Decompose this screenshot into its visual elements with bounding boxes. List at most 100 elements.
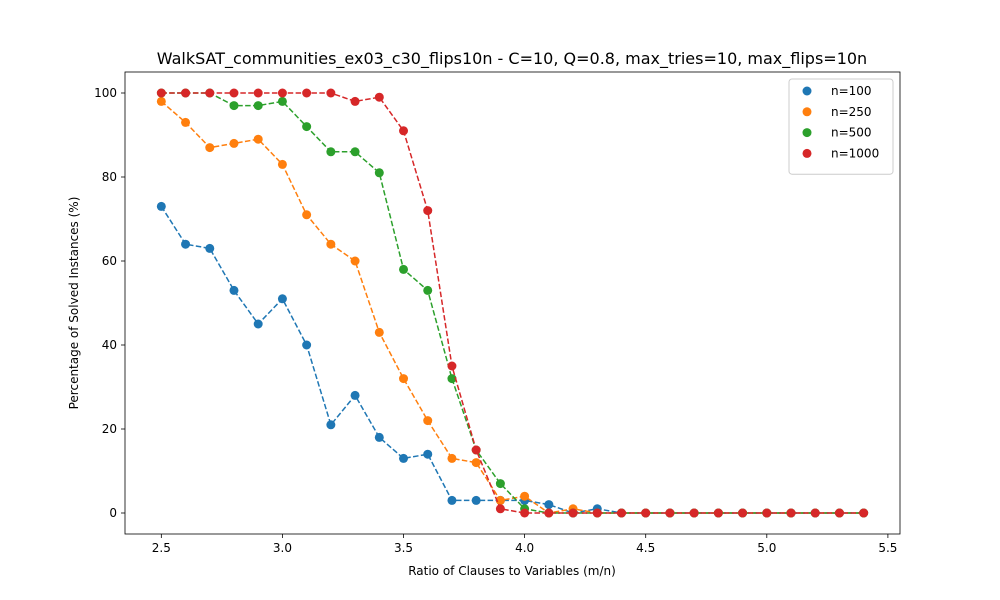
data-point bbox=[616, 508, 626, 518]
data-point bbox=[181, 117, 191, 127]
y-tick-label: 0 bbox=[109, 506, 117, 520]
data-point bbox=[665, 508, 675, 518]
data-point bbox=[423, 285, 433, 295]
data-point bbox=[762, 508, 772, 518]
series-line bbox=[161, 92, 864, 514]
data-point bbox=[302, 340, 312, 350]
data-point bbox=[326, 88, 336, 98]
data-point bbox=[302, 210, 312, 220]
x-tick-label: 5.0 bbox=[757, 541, 776, 555]
data-point bbox=[447, 374, 457, 384]
data-point bbox=[205, 88, 215, 98]
series-n=100 bbox=[156, 201, 869, 518]
data-point bbox=[423, 206, 433, 216]
legend-marker bbox=[802, 128, 812, 138]
data-point bbox=[229, 88, 239, 98]
data-point bbox=[568, 508, 578, 518]
data-point bbox=[423, 449, 433, 459]
series-line bbox=[161, 92, 864, 514]
data-point bbox=[253, 88, 263, 98]
data-point bbox=[447, 361, 457, 371]
data-point bbox=[156, 96, 166, 106]
data-point bbox=[544, 500, 554, 510]
data-point bbox=[399, 374, 409, 384]
data-point bbox=[495, 479, 505, 489]
y-axis: 0 20 40 60 80 100 bbox=[94, 86, 125, 520]
legend-box bbox=[788, 78, 894, 175]
data-point bbox=[326, 420, 336, 430]
x-tick-label: 3.0 bbox=[273, 541, 292, 555]
data-point bbox=[738, 508, 748, 518]
data-point bbox=[302, 122, 312, 132]
legend: n=100 n=250 n=500 n=1000 bbox=[788, 78, 894, 175]
legend-label: n=1000 bbox=[831, 146, 879, 160]
data-point bbox=[277, 88, 287, 98]
data-point bbox=[447, 495, 457, 505]
legend-label: n=100 bbox=[831, 84, 872, 98]
y-tick-label: 20 bbox=[102, 422, 117, 436]
data-point bbox=[350, 147, 360, 157]
x-tick-label: 5.5 bbox=[878, 541, 897, 555]
data-point bbox=[423, 416, 433, 426]
series-line bbox=[160, 205, 864, 514]
data-point bbox=[350, 390, 360, 400]
data-point bbox=[471, 495, 481, 505]
axes-frame bbox=[124, 71, 901, 535]
data-point bbox=[277, 96, 287, 106]
data-point bbox=[447, 453, 457, 463]
data-point bbox=[834, 508, 844, 518]
data-point bbox=[544, 508, 554, 518]
data-point bbox=[205, 143, 215, 153]
data-point bbox=[156, 201, 166, 211]
legend-marker bbox=[802, 107, 812, 117]
data-point bbox=[399, 126, 409, 136]
x-tick-label: 2.5 bbox=[152, 541, 171, 555]
data-point bbox=[859, 508, 869, 518]
legend-label: n=250 bbox=[831, 105, 872, 119]
x-tick-label: 4.0 bbox=[515, 541, 534, 555]
series-line bbox=[160, 100, 864, 514]
data-point bbox=[229, 138, 239, 148]
data-point bbox=[374, 168, 384, 178]
data-point bbox=[495, 495, 505, 505]
data-point bbox=[641, 508, 651, 518]
y-tick-label: 60 bbox=[102, 254, 117, 268]
data-point bbox=[350, 96, 360, 106]
data-point bbox=[350, 256, 360, 266]
data-point bbox=[326, 239, 336, 249]
x-tick-label: 4.5 bbox=[636, 541, 655, 555]
data-point bbox=[495, 504, 505, 514]
data-point bbox=[592, 508, 602, 518]
legend-marker bbox=[802, 148, 812, 158]
data-point bbox=[181, 239, 191, 249]
data-point bbox=[277, 294, 287, 304]
y-tick-label: 80 bbox=[102, 170, 117, 184]
data-point bbox=[374, 92, 384, 102]
data-point bbox=[399, 453, 409, 463]
data-point bbox=[374, 327, 384, 337]
series-n=1000 bbox=[156, 88, 869, 518]
y-axis-label: Percentage of Solved Instances (%) bbox=[67, 197, 81, 410]
chart-title: WalkSAT_communities_ex03_c30_flips10n - … bbox=[157, 49, 867, 69]
data-point bbox=[326, 147, 336, 157]
y-tick-label: 40 bbox=[102, 338, 117, 352]
data-point bbox=[181, 88, 191, 98]
data-point bbox=[277, 159, 287, 169]
data-point bbox=[374, 432, 384, 442]
data-point bbox=[302, 88, 312, 98]
data-point bbox=[229, 285, 239, 295]
data-point bbox=[253, 101, 263, 111]
data-point bbox=[520, 508, 530, 518]
data-point bbox=[471, 458, 481, 468]
data-point bbox=[229, 101, 239, 111]
data-point bbox=[399, 264, 409, 274]
data-point bbox=[253, 134, 263, 144]
data-point bbox=[713, 508, 723, 518]
data-point bbox=[786, 508, 796, 518]
x-axis: 2.5 3.0 3.5 4.0 4.5 5.0 5.5 bbox=[152, 534, 897, 555]
x-tick-label: 3.5 bbox=[394, 541, 413, 555]
data-point bbox=[810, 508, 820, 518]
x-axis-label: Ratio of Clauses to Variables (m/n) bbox=[408, 564, 616, 578]
data-point bbox=[156, 88, 166, 98]
